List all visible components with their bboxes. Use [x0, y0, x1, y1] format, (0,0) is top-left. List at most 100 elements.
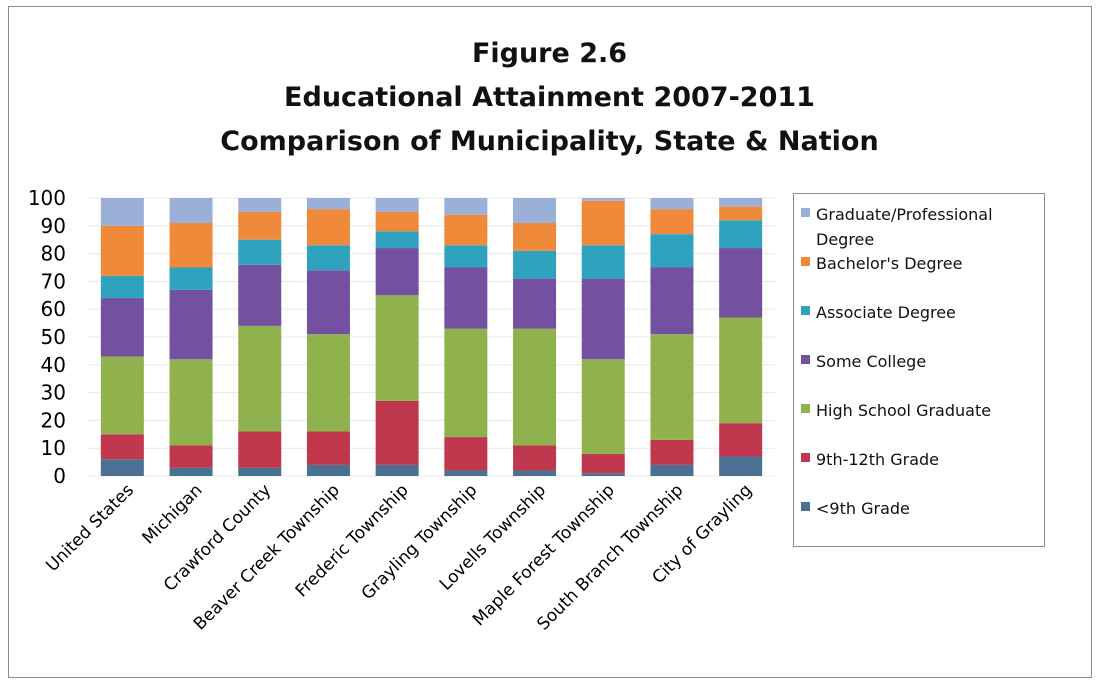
legend-swatch — [801, 208, 810, 217]
bar-segment — [581, 198, 625, 201]
bar-segment — [719, 198, 763, 207]
bar-segment — [719, 220, 763, 249]
x-category-label: Frederic Township — [292, 480, 413, 601]
legend-label: <9th Grade — [816, 499, 910, 518]
bar-segment — [238, 211, 282, 240]
bar-segment — [100, 434, 144, 460]
y-tick-label: 80 — [41, 242, 66, 266]
bar-segment — [375, 295, 419, 401]
x-category-label: Michigan — [139, 480, 207, 548]
bar-segment — [581, 453, 625, 474]
bar-segment — [238, 325, 282, 432]
bar-segment — [169, 359, 213, 446]
bar-segment — [650, 209, 694, 235]
bar-segment — [100, 198, 144, 226]
legend-label: Graduate/Professional Degree — [816, 205, 993, 249]
bar-segment — [719, 456, 763, 476]
bar-segment — [100, 356, 144, 435]
bar-segment — [100, 275, 144, 299]
y-axis-ticks: 0 10 20 30 40 50 60 70 80 90 100 — [28, 186, 66, 488]
legend-swatch — [801, 306, 810, 315]
y-tick-label: 70 — [41, 269, 66, 293]
bar-segment — [444, 198, 488, 215]
legend-item: Associate Degree — [794, 300, 1036, 325]
bar-segment — [169, 267, 213, 290]
legend-label: High School Graduate — [816, 401, 992, 420]
bar-segment — [513, 445, 557, 471]
bar-segment — [650, 234, 694, 268]
bar-segment — [100, 459, 144, 476]
bar-segment — [238, 239, 282, 265]
bar-segment — [375, 211, 419, 232]
bars — [100, 198, 763, 476]
bar-segment — [169, 445, 213, 468]
bar-segment — [719, 248, 763, 318]
bar-segment — [513, 223, 557, 251]
bar-segment — [581, 278, 625, 360]
legend-label: 9th-12th Grade — [816, 450, 940, 469]
bar-segment — [650, 334, 694, 440]
y-tick-label: 90 — [41, 214, 66, 238]
bar-segment — [650, 198, 694, 210]
bar-segment — [513, 470, 557, 476]
bar-segment — [100, 298, 144, 357]
bar-segment — [581, 359, 625, 454]
bar-segment — [444, 214, 488, 246]
legend-swatch — [801, 453, 810, 462]
legend-item: High School Graduate — [794, 398, 1036, 423]
x-category-label: Maple Forest Township — [469, 480, 619, 630]
bar-segment — [375, 231, 419, 249]
bar-segment — [306, 464, 350, 476]
bar-segment — [169, 467, 213, 476]
bar-segment — [169, 289, 213, 360]
bar-segment — [650, 439, 694, 465]
bar-segment — [375, 464, 419, 476]
bar-segment — [719, 317, 763, 424]
bar-segment — [375, 400, 419, 465]
bar-segment — [444, 470, 488, 476]
bar-segment — [581, 245, 625, 279]
bar-segment — [650, 464, 694, 476]
bar-segment — [238, 198, 282, 212]
y-tick-label: 40 — [41, 353, 66, 377]
bar-segment — [238, 264, 282, 326]
bar-segment — [444, 328, 488, 438]
bar-segment — [100, 225, 144, 276]
bar-segment — [238, 431, 282, 468]
bar-segment — [513, 250, 557, 279]
bar-segment — [719, 423, 763, 457]
bar-segment — [375, 198, 419, 212]
y-tick-label: 60 — [41, 297, 66, 321]
legend-label: Bachelor's Degree — [816, 254, 963, 273]
bar-segment — [306, 431, 350, 465]
bar-segment — [719, 206, 763, 221]
x-category-label: United States — [42, 480, 138, 576]
bar-segment — [238, 467, 282, 476]
bar-segment — [306, 198, 350, 210]
bar-segment — [444, 245, 488, 268]
y-tick-label: 10 — [41, 436, 66, 460]
legend: Graduate/Professional Degree Bachelor's D… — [793, 193, 1045, 547]
bar-segment — [581, 200, 625, 246]
legend-item: 9th-12th Grade — [794, 447, 1036, 472]
bar-segment — [169, 223, 213, 268]
bar-segment — [444, 267, 488, 329]
bar-segment — [306, 334, 350, 432]
bar-segment — [169, 198, 213, 224]
bar-segment — [513, 198, 557, 224]
bar-segment — [306, 209, 350, 246]
legend-swatch — [801, 355, 810, 364]
legend-item: <9th Grade — [794, 496, 1036, 521]
y-tick-label: 100 — [28, 186, 66, 210]
x-category-label: Grayling Township — [358, 480, 482, 604]
legend-swatch — [801, 257, 810, 266]
chart-title-line-1: Figure 2.6 — [471, 38, 628, 69]
y-tick-label: 30 — [41, 381, 66, 405]
legend-label: Some College — [816, 352, 927, 371]
bar-segment — [306, 270, 350, 335]
bar-segment — [581, 473, 625, 476]
bar-segment — [444, 437, 488, 471]
y-tick-label: 0 — [53, 464, 66, 488]
